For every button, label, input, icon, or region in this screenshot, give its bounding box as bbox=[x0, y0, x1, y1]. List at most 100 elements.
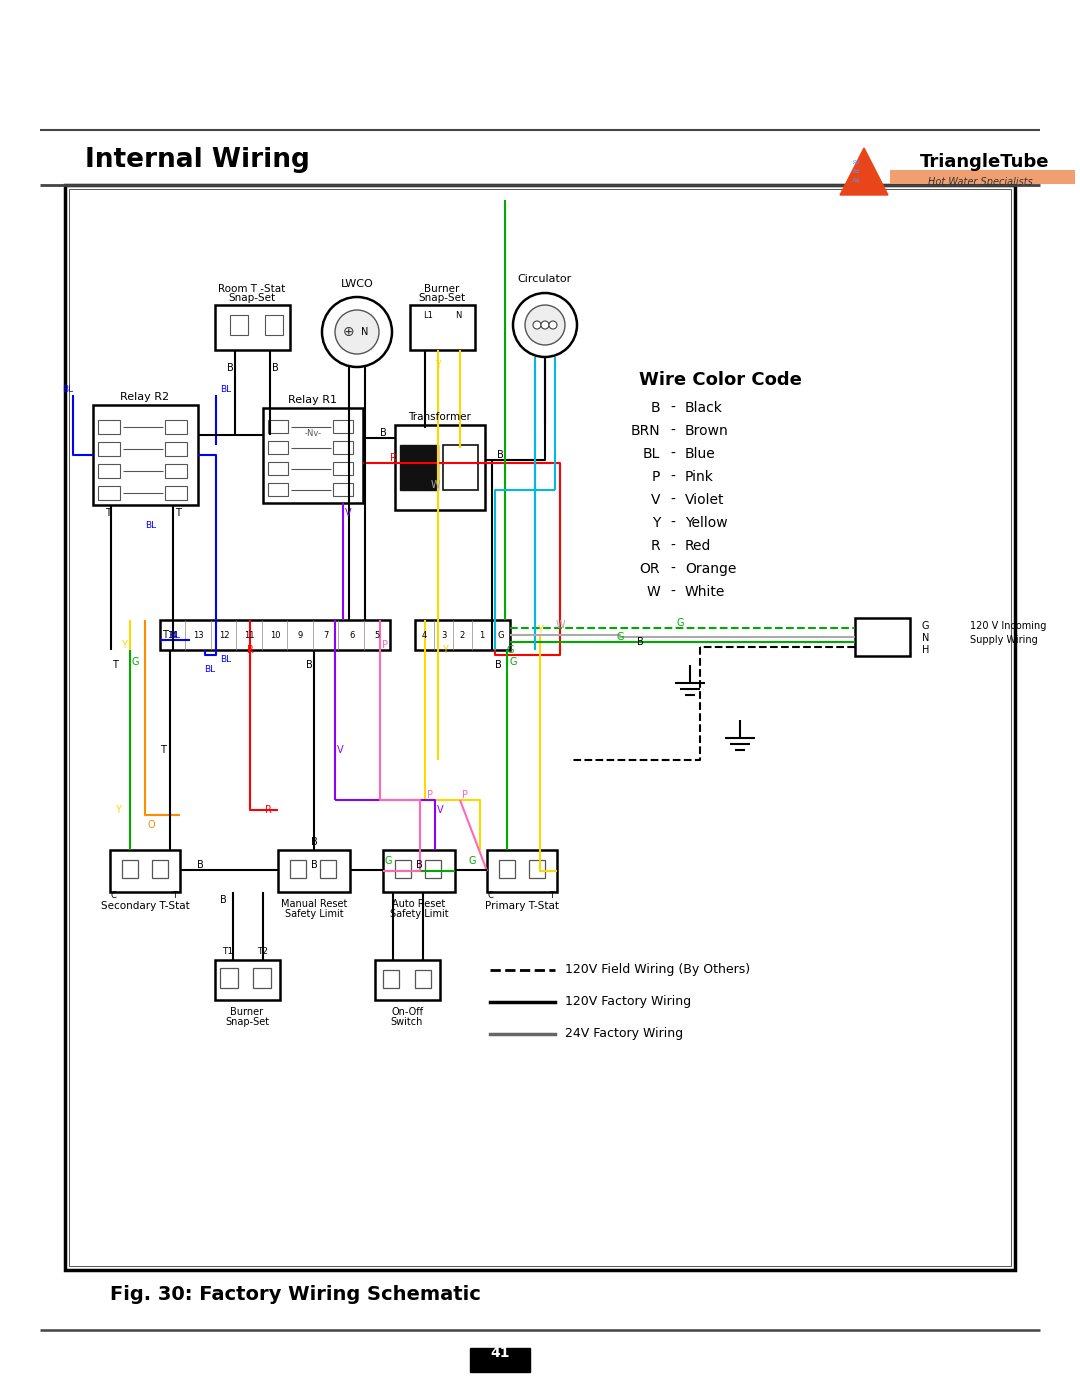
Text: B: B bbox=[306, 659, 312, 671]
Text: BL: BL bbox=[145, 521, 157, 529]
Text: Transformer: Transformer bbox=[408, 412, 472, 422]
Bar bbox=[165, 420, 187, 434]
Text: TriangleTube: TriangleTube bbox=[920, 154, 1050, 170]
Text: W: W bbox=[555, 620, 565, 630]
Text: -: - bbox=[670, 515, 675, 529]
Text: -: - bbox=[670, 493, 675, 507]
Text: T: T bbox=[175, 509, 181, 518]
Bar bbox=[333, 420, 353, 433]
Text: B: B bbox=[636, 637, 644, 647]
Bar bbox=[98, 441, 120, 455]
Bar bbox=[333, 483, 353, 496]
Bar bbox=[265, 314, 283, 335]
Text: V: V bbox=[345, 509, 351, 518]
Text: 11: 11 bbox=[244, 630, 255, 640]
Text: H: H bbox=[922, 645, 930, 655]
Text: G: G bbox=[922, 622, 930, 631]
Text: B: B bbox=[227, 363, 233, 373]
Bar bbox=[69, 189, 1011, 1266]
Text: B: B bbox=[495, 659, 501, 671]
Text: ≈: ≈ bbox=[852, 156, 860, 168]
Text: P: P bbox=[427, 789, 433, 800]
Bar bbox=[443, 446, 478, 490]
Bar bbox=[165, 464, 187, 478]
Bar bbox=[395, 861, 411, 877]
Text: Supply Wiring: Supply Wiring bbox=[970, 636, 1038, 645]
Text: N: N bbox=[455, 310, 461, 320]
Bar bbox=[333, 462, 353, 475]
Bar bbox=[98, 464, 120, 478]
Text: Brown: Brown bbox=[685, 425, 729, 439]
Text: 7: 7 bbox=[323, 630, 328, 640]
Text: 1: 1 bbox=[478, 630, 484, 640]
Bar bbox=[410, 305, 475, 351]
Text: BL: BL bbox=[63, 386, 73, 394]
Text: G: G bbox=[384, 856, 392, 866]
Text: Burner: Burner bbox=[230, 1007, 264, 1017]
Text: Blue: Blue bbox=[685, 447, 716, 461]
Text: T: T bbox=[550, 891, 554, 901]
Circle shape bbox=[322, 298, 392, 367]
Text: 2: 2 bbox=[460, 630, 465, 640]
Circle shape bbox=[534, 321, 541, 330]
Text: N: N bbox=[922, 633, 930, 643]
Text: N: N bbox=[362, 327, 368, 337]
Text: Relay R2: Relay R2 bbox=[121, 393, 170, 402]
Text: L1: L1 bbox=[423, 310, 433, 320]
Text: O: O bbox=[147, 820, 154, 830]
Text: BL: BL bbox=[220, 384, 231, 394]
Text: -: - bbox=[670, 539, 675, 553]
Text: R: R bbox=[265, 805, 272, 814]
Bar bbox=[165, 486, 187, 500]
Bar bbox=[230, 314, 248, 335]
Text: 14: 14 bbox=[167, 630, 178, 640]
Bar bbox=[268, 462, 288, 475]
Bar bbox=[529, 861, 545, 877]
Text: On-Off: On-Off bbox=[391, 1007, 423, 1017]
Text: 24V Factory Wiring: 24V Factory Wiring bbox=[565, 1028, 684, 1041]
Bar bbox=[415, 970, 431, 988]
Text: Snap-Set: Snap-Set bbox=[418, 293, 465, 303]
Text: Y: Y bbox=[442, 645, 448, 655]
Text: ≈: ≈ bbox=[852, 166, 860, 176]
Text: P: P bbox=[462, 789, 468, 800]
Text: -: - bbox=[670, 447, 675, 461]
Bar bbox=[487, 849, 557, 893]
Text: Safety Limit: Safety Limit bbox=[390, 909, 448, 919]
Text: 13: 13 bbox=[193, 630, 204, 640]
Text: -: - bbox=[670, 425, 675, 439]
Text: 10: 10 bbox=[270, 630, 280, 640]
Circle shape bbox=[525, 305, 565, 345]
Bar bbox=[152, 861, 168, 877]
Text: -: - bbox=[670, 585, 675, 599]
Text: W: W bbox=[430, 481, 440, 490]
Text: C: C bbox=[110, 891, 116, 901]
Bar bbox=[98, 420, 120, 434]
Polygon shape bbox=[840, 148, 888, 196]
Bar bbox=[122, 861, 138, 877]
Text: T: T bbox=[160, 745, 166, 754]
Bar bbox=[278, 849, 350, 893]
Text: Burner: Burner bbox=[424, 284, 460, 293]
Text: Pink: Pink bbox=[685, 469, 714, 483]
Text: P: P bbox=[382, 640, 388, 650]
Text: ≈: ≈ bbox=[852, 175, 860, 184]
Bar bbox=[499, 861, 515, 877]
Text: R: R bbox=[650, 539, 660, 553]
Text: 12: 12 bbox=[218, 630, 229, 640]
Circle shape bbox=[335, 310, 379, 353]
Circle shape bbox=[549, 321, 557, 330]
Text: P: P bbox=[651, 469, 660, 483]
Text: V: V bbox=[337, 745, 343, 754]
Text: 5: 5 bbox=[375, 630, 380, 640]
Text: T: T bbox=[173, 891, 177, 901]
Text: -: - bbox=[670, 562, 675, 576]
Text: C: C bbox=[487, 891, 492, 901]
Text: G: G bbox=[676, 617, 684, 629]
Bar bbox=[291, 861, 306, 877]
Bar bbox=[383, 970, 399, 988]
Text: Room T -Stat: Room T -Stat bbox=[218, 284, 285, 293]
Text: Manual Reset: Manual Reset bbox=[281, 900, 347, 909]
Bar bbox=[268, 441, 288, 454]
Text: 41: 41 bbox=[490, 1345, 510, 1361]
